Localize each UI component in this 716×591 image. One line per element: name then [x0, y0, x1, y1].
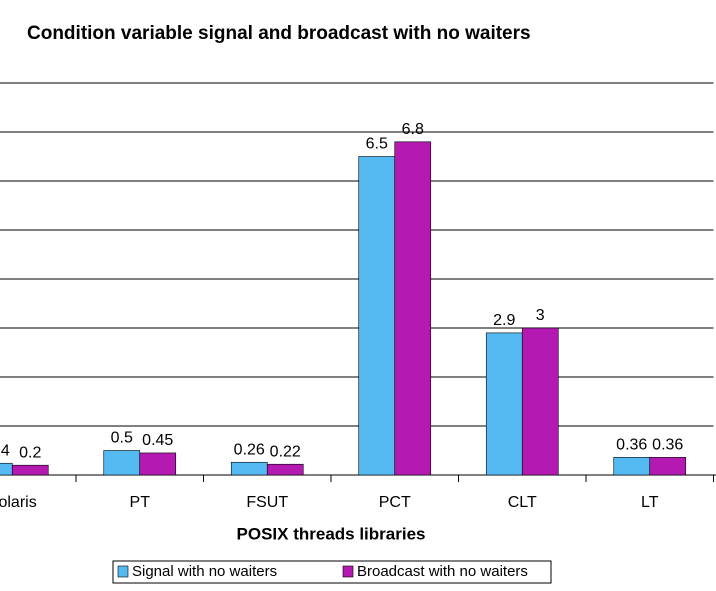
value-label: 0.36: [616, 437, 647, 454]
bar: [139, 452, 177, 476]
bar: [613, 457, 651, 476]
value-label: 0.2: [19, 444, 41, 461]
value-label: 0.36: [652, 437, 683, 454]
legend-box: [112, 560, 552, 584]
x-tick-label: PCT: [379, 494, 411, 511]
x-tick-label: LT: [641, 494, 659, 511]
value-label: 6.8: [402, 121, 424, 138]
bar: [103, 450, 141, 476]
x-tick-label: FSUT: [246, 494, 288, 511]
legend-swatch: [117, 565, 129, 578]
value-label: 2.9: [493, 312, 515, 329]
x-tick-label: CLT: [508, 494, 537, 511]
value-label: 6.5: [366, 136, 388, 153]
value-label: 0.45: [142, 432, 173, 449]
bar: [394, 141, 432, 476]
value-label: 0.24: [0, 442, 10, 459]
bar: [358, 156, 396, 476]
value-label: 0.5: [111, 430, 133, 447]
legend-swatch: [342, 565, 354, 578]
x-tick-label: PT: [130, 494, 151, 511]
value-label: 0.26: [234, 441, 265, 458]
value-label: 3: [536, 307, 545, 324]
chart-title: Condition variable signal and broadcast …: [27, 23, 531, 44]
bar: [649, 457, 687, 476]
bar: [485, 332, 523, 476]
bar: [521, 327, 559, 476]
value-label: 0.22: [270, 443, 301, 460]
legend-label: Signal with no waiters: [132, 563, 277, 580]
legend-label: Broadcast with no waiters: [357, 563, 528, 580]
bar: [230, 461, 268, 476]
x-tick-label: Solaris: [0, 494, 37, 511]
x-axis-title: POSIX threads libraries: [237, 524, 426, 543]
bar: [0, 462, 13, 476]
bar: [11, 464, 49, 476]
bar: [266, 463, 304, 476]
